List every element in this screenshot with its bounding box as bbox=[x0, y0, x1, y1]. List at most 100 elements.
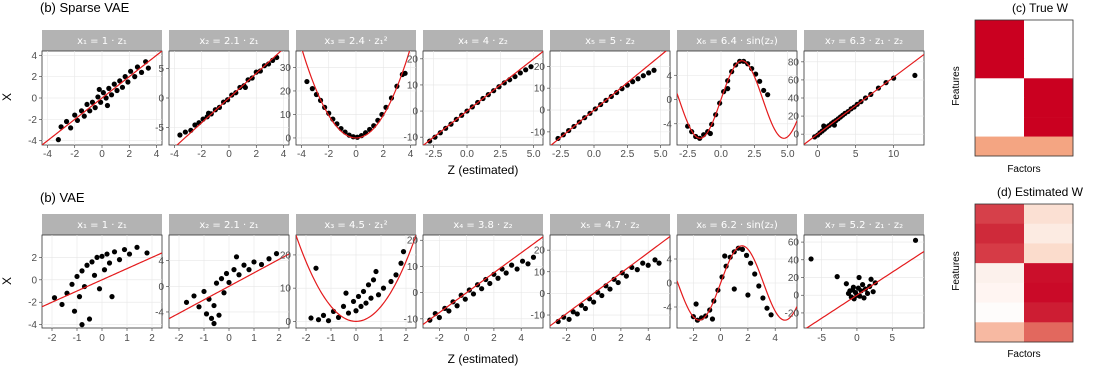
heatmap-cell bbox=[1024, 78, 1074, 99]
data-point bbox=[856, 274, 862, 281]
data-point bbox=[98, 99, 104, 105]
true-function-curve bbox=[550, 235, 670, 327]
x-tick-label: 0 bbox=[226, 333, 232, 344]
panel-vae-2: x₂ = 2.1 · z₁ -2 -1 0 1 2 -4 0 4 bbox=[155, 214, 290, 344]
data-point bbox=[196, 304, 202, 310]
data-point bbox=[59, 301, 65, 308]
x-tick-label: -2 bbox=[324, 149, 333, 160]
data-point bbox=[144, 250, 150, 256]
data-point bbox=[388, 278, 394, 285]
x-tick-label: 2 bbox=[745, 333, 751, 344]
x-tick-label: 2 bbox=[403, 333, 409, 344]
estimated-w-ylabel: Features bbox=[951, 251, 962, 290]
true-function-curve bbox=[423, 51, 543, 145]
panel-vae-5: x₅ = 4.7 · z₂ -2 0 2 4 -10 0 10 20 bbox=[531, 214, 671, 344]
panel-sparse-5: x₅ = 5 · z₂ -2.5 0.0 2.5 5.0 -10 0 10 20 bbox=[531, 30, 671, 160]
estimated-w-heatmap bbox=[974, 203, 1074, 343]
data-point bbox=[530, 254, 537, 260]
data-point bbox=[253, 69, 259, 75]
y-tick-label: 0 bbox=[412, 288, 418, 299]
x-tick-label: 2.5 bbox=[747, 149, 761, 160]
data-point bbox=[761, 87, 767, 94]
data-point bbox=[764, 305, 770, 311]
data-point bbox=[870, 289, 876, 295]
y-tick-label: -2 bbox=[28, 115, 37, 126]
x-tick-label: 2 bbox=[149, 333, 155, 344]
data-point bbox=[108, 92, 115, 98]
y-tick-label: 10 bbox=[407, 262, 419, 273]
data-point bbox=[138, 69, 145, 75]
data-point bbox=[71, 308, 78, 314]
heatmap-cell bbox=[1024, 97, 1074, 118]
heatmap-cell bbox=[975, 20, 1025, 40]
data-point bbox=[122, 74, 128, 80]
data-point bbox=[308, 315, 314, 321]
x-tick-label: 2 bbox=[491, 333, 497, 344]
data-point bbox=[458, 292, 464, 298]
data-point bbox=[134, 244, 140, 250]
true-function-curve bbox=[550, 51, 667, 145]
data-point bbox=[393, 272, 399, 278]
panel-strip-label: x₄ = 3.8 · z₂ bbox=[453, 220, 512, 231]
data-point bbox=[245, 77, 251, 83]
x-tick-label: 5 bbox=[889, 333, 895, 344]
x-tick-label: -4 bbox=[170, 149, 179, 160]
data-point bbox=[760, 295, 766, 301]
x-tick-label: 0 bbox=[353, 149, 359, 160]
data-point bbox=[373, 268, 379, 275]
data-point bbox=[709, 316, 716, 322]
y-tick-label: 0 bbox=[666, 279, 672, 290]
data-point bbox=[76, 294, 83, 300]
y-tick-label: 60 bbox=[788, 238, 800, 249]
data-point bbox=[446, 308, 452, 314]
data-point bbox=[503, 270, 509, 276]
y-tick-label: 10 bbox=[534, 267, 546, 278]
x-tick-label: 4 bbox=[518, 333, 524, 344]
y-tick-label: 20 bbox=[534, 246, 546, 257]
plot-area bbox=[803, 234, 925, 329]
data-point bbox=[74, 117, 81, 124]
data-point bbox=[208, 315, 215, 321]
data-point bbox=[246, 267, 252, 273]
data-point bbox=[574, 311, 580, 317]
data-point bbox=[619, 86, 625, 92]
data-point bbox=[89, 259, 95, 265]
y-tick-label: 0 bbox=[31, 275, 37, 286]
x-tick-label: 5.0 bbox=[654, 149, 668, 160]
point-series bbox=[308, 249, 407, 324]
data-point bbox=[92, 105, 98, 111]
data-point bbox=[358, 303, 364, 310]
y-tick-label: 20 bbox=[788, 112, 800, 123]
panel-strip-label: x₆ = 6.4 · sin(z₂) bbox=[696, 36, 778, 47]
data-point bbox=[304, 78, 310, 85]
heatmap-cell bbox=[1024, 204, 1074, 225]
x-tick-label: 0.0 bbox=[587, 149, 601, 160]
data-point bbox=[335, 314, 342, 320]
y-tick-label: -10 bbox=[404, 133, 419, 144]
x-tick-label: 2 bbox=[126, 149, 132, 160]
data-point bbox=[380, 285, 387, 291]
data-point bbox=[525, 261, 531, 267]
data-point bbox=[266, 256, 272, 262]
data-point bbox=[121, 246, 128, 253]
x-tick-label: 0.0 bbox=[460, 149, 474, 160]
data-point bbox=[528, 64, 534, 70]
heatmap-cell bbox=[1024, 58, 1074, 79]
data-point bbox=[509, 262, 515, 268]
true-function-curve bbox=[677, 245, 797, 321]
data-point bbox=[242, 84, 248, 91]
x-tick-label: 0 bbox=[464, 333, 470, 344]
data-point bbox=[400, 249, 407, 255]
data-point bbox=[211, 320, 217, 327]
data-point bbox=[651, 67, 657, 73]
x-tick-label: 4 bbox=[408, 149, 414, 160]
x-tick-label: -2 bbox=[435, 333, 444, 344]
x-tick-label: 4 bbox=[772, 333, 778, 344]
panel-strip-label: x₇ = 5.2 · z₁ · z₂ bbox=[825, 220, 903, 231]
panel-sparse-4: x₄ = 4 · z₂ -2.5 0.0 2.5 5.0 -10 0 10 20 bbox=[404, 30, 544, 160]
data-point bbox=[752, 271, 758, 277]
panel-strip bbox=[550, 214, 670, 235]
y-tick-label: -4 bbox=[663, 303, 672, 314]
heatmap-cell bbox=[1024, 223, 1074, 244]
heatmap-cell bbox=[1024, 20, 1074, 40]
